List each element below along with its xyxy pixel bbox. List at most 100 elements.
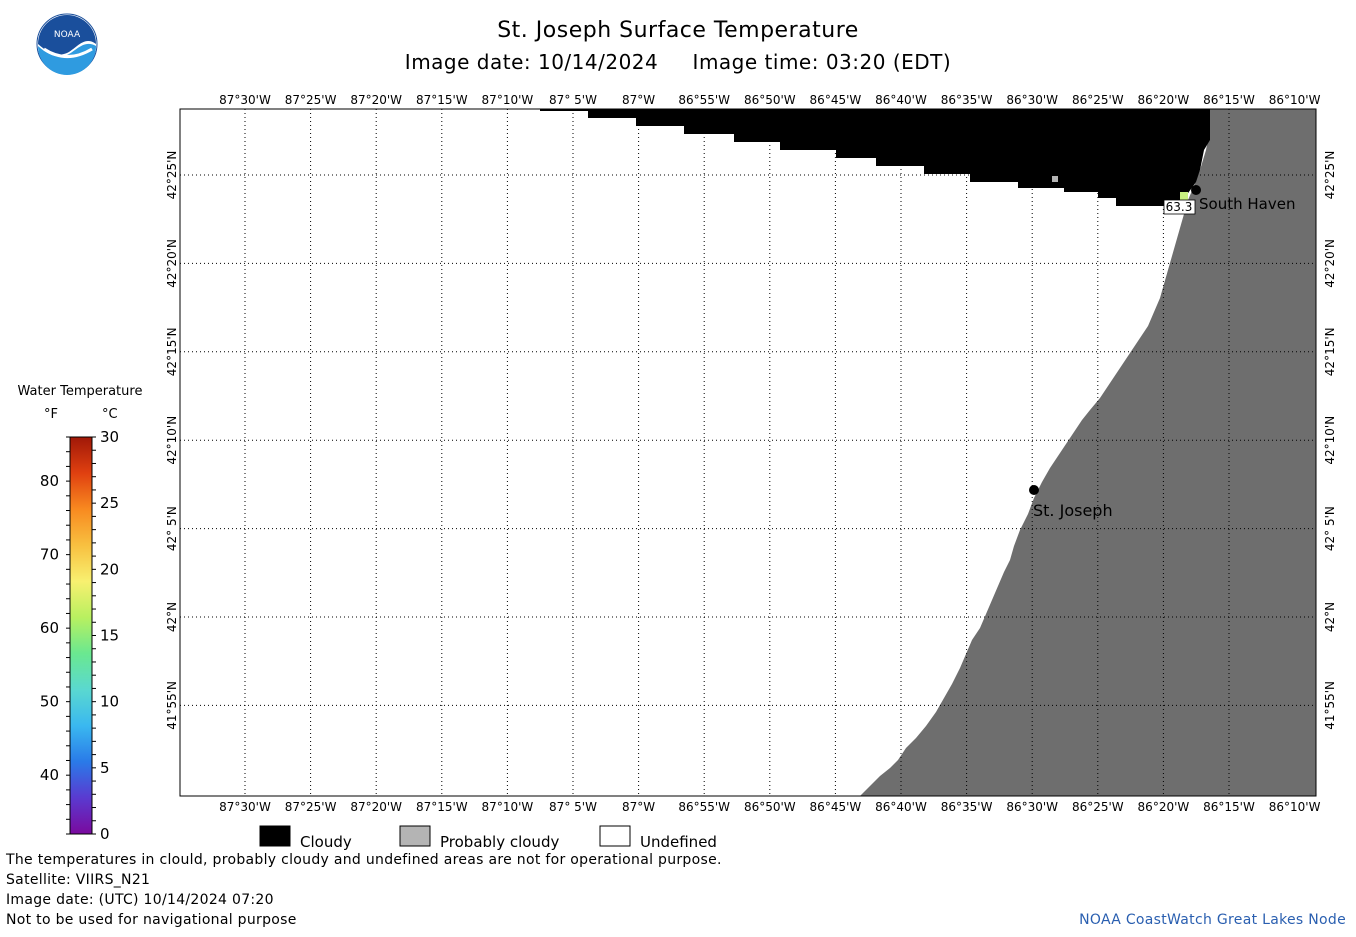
lat-label-right: 42°20'N (1323, 239, 1337, 288)
undefined-key-label: Undefined (640, 833, 717, 851)
satellite-text: Satellite: VIIRS_N21 (6, 872, 151, 888)
lon-label-top: 86°55'W (678, 93, 730, 107)
lat-label-left: 42°15'N (165, 327, 179, 376)
lon-label-top: 86°15'W (1203, 93, 1255, 107)
city-label-st-joseph: St. Joseph (1033, 501, 1113, 520)
lat-label-left: 42°N (165, 602, 179, 632)
cloudy-area (540, 109, 1210, 206)
cloudy-key-label: Cloudy (300, 833, 352, 851)
lon-label-top: 87°W (622, 93, 655, 107)
lon-label-bottom: 86°10'W (1269, 800, 1321, 814)
temperature-readout: 63.3 (1166, 200, 1193, 214)
credit-link[interactable]: NOAA CoastWatch Great Lakes Node (1079, 912, 1346, 928)
image-date-time: Image date: 10/14/2024 Image time: 03:20… (404, 50, 952, 74)
lon-label-top: 86°10'W (1269, 93, 1321, 107)
lon-label-bottom: 86°45'W (810, 800, 862, 814)
probably-cloudy-key-label: Probably cloudy (440, 833, 559, 851)
cloudy-swatch (259, 825, 291, 847)
lon-label-top: 87°10'W (482, 93, 534, 107)
land-area (860, 109, 1316, 796)
lat-label-right: 41°55'N (1323, 681, 1337, 730)
legend-title: Water Temperature (17, 384, 143, 399)
temperature-readout-box (1163, 199, 1196, 215)
lon-label-bottom: 87°20'W (350, 800, 402, 814)
page-title: St. Joseph Surface Temperature (497, 18, 859, 43)
lat-label-right: 42° 5'N (1323, 506, 1337, 551)
logo-text: NOAA (54, 30, 81, 40)
lon-label-top: 86°20'W (1138, 93, 1190, 107)
undefined-swatch (599, 825, 631, 847)
city-dot-south-haven (1191, 185, 1201, 195)
celsius-tick-label: 15 (100, 627, 119, 645)
temperature-colorbar (70, 437, 92, 834)
lon-label-bottom: 86°40'W (875, 800, 927, 814)
lon-label-top: 87°25'W (285, 93, 337, 107)
lon-label-top: 87° 5'W (549, 93, 597, 107)
city-label-south-haven: South Haven (1199, 195, 1295, 213)
fahrenheit-tick-label: 80 (40, 472, 59, 490)
celsius-tick-label: 0 (100, 825, 110, 843)
graticule (180, 109, 1316, 796)
utc-date-text: Image date: (UTC) 10/14/2024 07:20 (6, 892, 274, 908)
lon-label-bottom: 87°30'W (219, 800, 271, 814)
lon-label-top: 86°50'W (744, 93, 796, 107)
lon-label-top: 86°35'W (941, 93, 993, 107)
latitude-labels-right: 42°25'N 42°20'N 42°15'N 42°10'N 42° 5'N 42°N 4… (1323, 151, 1337, 730)
celsius-tick-label: 25 (100, 494, 119, 512)
lon-label-top: 86°40'W (875, 93, 927, 107)
probably-cloudy-speck (1052, 176, 1058, 182)
longitude-labels-top: 87°30'W 87°25'W 87°20'W 87°15'W 87°10'W 87° 5… (219, 93, 1320, 107)
readout-pixel (1180, 192, 1188, 202)
lon-label-bottom: 86°30'W (1006, 800, 1058, 814)
lon-label-bottom: 86°25'W (1072, 800, 1124, 814)
lat-label-right: 42°10'N (1323, 416, 1337, 465)
fahrenheit-tick-label: 70 (40, 546, 59, 564)
celsius-tick-label: 20 (100, 560, 119, 578)
map-border (179, 108, 1317, 797)
longitude-labels-bottom: 87°30'W 87°25'W 87°20'W 87°15'W 87°10'W 87° 5… (219, 800, 1320, 814)
lon-label-top: 87°20'W (350, 93, 402, 107)
fahrenheit-tick-label: 50 (40, 693, 59, 711)
fahrenheit-tick-label: 60 (40, 619, 59, 637)
lat-label-right: 42°25'N (1323, 151, 1337, 200)
lon-label-bottom: 87°W (622, 800, 655, 814)
lon-label-bottom: 86°35'W (941, 800, 993, 814)
lon-label-bottom: 86°15'W (1203, 800, 1255, 814)
probably-cloudy-swatch (399, 825, 431, 847)
lat-label-right: 42°15'N (1323, 327, 1337, 376)
lat-label-left: 42°20'N (165, 239, 179, 288)
lon-label-bottom: 86°50'W (744, 800, 796, 814)
lon-label-bottom: 87°25'W (285, 800, 337, 814)
lon-label-bottom: 86°55'W (678, 800, 730, 814)
lat-label-left: 42°10'N (165, 416, 179, 465)
lon-label-top: 87°15'W (416, 93, 468, 107)
fahrenheit-unit: °F (44, 407, 58, 422)
lon-label-bottom: 87° 5'W (549, 800, 597, 814)
lat-label-left: 42° 5'N (165, 506, 179, 551)
lon-label-bottom: 87°10'W (482, 800, 534, 814)
fahrenheit-tick-labels: 80 70 60 50 40 (40, 472, 59, 784)
colorbar-ticks (66, 436, 96, 835)
lon-label-bottom: 87°15'W (416, 800, 468, 814)
lon-label-top: 86°30'W (1006, 93, 1058, 107)
lat-label-left: 42°25'N (165, 151, 179, 200)
lat-label-left: 41°55'N (165, 681, 179, 730)
lon-label-top: 87°30'W (219, 93, 271, 107)
lon-label-top: 86°25'W (1072, 93, 1124, 107)
celsius-tick-labels: 30 25 20 15 10 5 0 (100, 428, 119, 843)
fahrenheit-tick-label: 40 (40, 766, 59, 784)
celsius-tick-label: 10 (100, 693, 119, 711)
city-dot-st-joseph (1029, 485, 1039, 495)
celsius-tick-label: 5 (100, 759, 110, 777)
lon-label-top: 86°45'W (810, 93, 862, 107)
lat-label-right: 42°N (1323, 602, 1337, 632)
lon-label-bottom: 86°20'W (1138, 800, 1190, 814)
navigation-warning: Not to be used for navigational purpose (6, 912, 297, 928)
latitude-labels-left: 42°25'N 42°20'N 42°15'N 42°10'N 42° 5'N 42°N 4… (165, 151, 179, 730)
celsius-unit: °C (102, 407, 118, 422)
celsius-tick-label: 30 (100, 428, 119, 446)
colorbar-fill (70, 437, 92, 834)
disclaimer-text: The temperatures in clould, probably clo… (6, 852, 722, 868)
noaa-logo-icon: NOAA (36, 13, 98, 75)
